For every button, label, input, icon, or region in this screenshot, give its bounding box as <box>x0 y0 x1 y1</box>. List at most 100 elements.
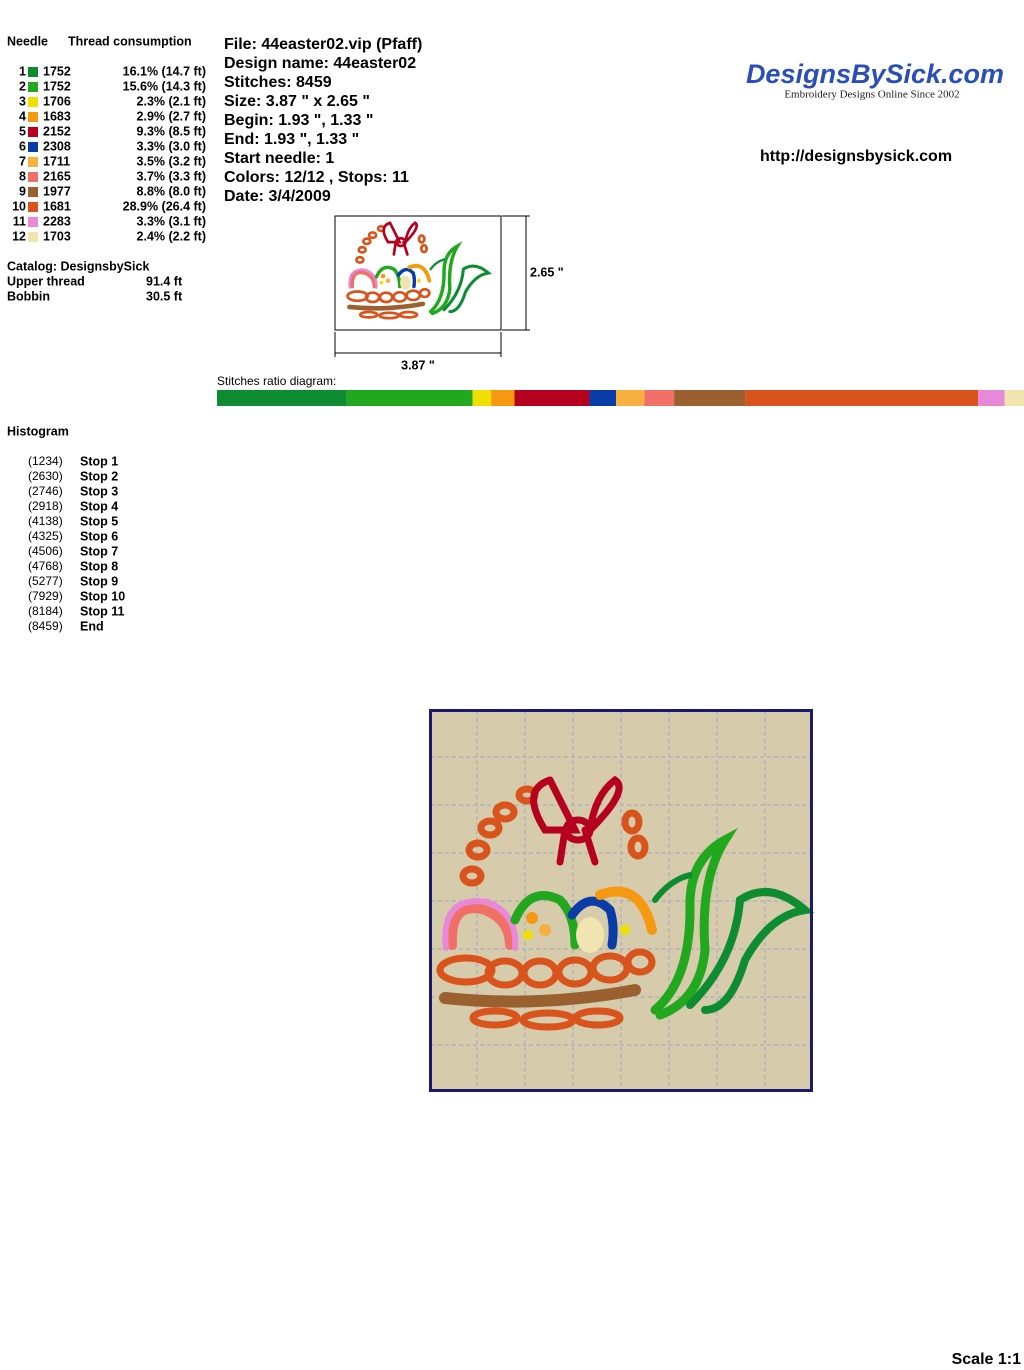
needle-consumption: 8.8% (8.0 ft) <box>137 184 206 198</box>
needle-number: 9 <box>19 184 26 198</box>
needle-table: 1 1752 16.1% (14.7 ft) 2 1752 15.6% (14.3 ft)… <box>12 64 206 243</box>
histogram-label: Stop 5 <box>80 514 118 528</box>
needle-number: 3 <box>19 94 26 108</box>
info-line: Stitches: 8459 <box>224 74 332 91</box>
ratio-segment <box>745 390 979 406</box>
histogram-count: (7929) <box>28 589 63 603</box>
url: http://designsbysick.com <box>760 148 952 165</box>
needle-consumption: 3.3% (3.1 ft) <box>137 214 206 228</box>
needle-swatch <box>28 127 38 137</box>
ratio-segment <box>491 390 515 406</box>
histogram-label: Stop 10 <box>80 589 125 603</box>
info-line: End: 1.93 ", 1.33 " <box>224 131 359 148</box>
needle-consumption: 2.3% (2.1 ft) <box>137 94 206 108</box>
ratio-segment <box>472 390 492 406</box>
needle-consumption: 2.9% (2.7 ft) <box>137 109 206 123</box>
needle-code: 1683 <box>43 109 71 123</box>
histogram-label: Stop 9 <box>80 574 118 588</box>
histogram-label: Stop 2 <box>80 469 118 483</box>
info-line: Colors: 12/12 , Stops: 11 <box>224 169 409 186</box>
needle-number: 7 <box>19 154 26 168</box>
info-line: Date: 3/4/2009 <box>224 188 331 205</box>
needle-number: 10 <box>12 199 26 213</box>
needle-code: 1681 <box>43 199 71 213</box>
needle-code: 2152 <box>43 124 71 138</box>
needle-number: 2 <box>19 79 26 93</box>
needle-consumption: 2.4% (2.2 ft) <box>137 229 206 243</box>
ratio-segment <box>978 390 1005 406</box>
needle-consumption: 3.5% (3.2 ft) <box>137 154 206 168</box>
histogram-count: (8184) <box>28 604 63 618</box>
histogram-count: (4506) <box>28 544 63 558</box>
logo-title: DesignsBySick.com <box>746 59 1004 89</box>
needle-code: 1752 <box>43 79 71 93</box>
histogram-label: Stop 4 <box>80 499 118 513</box>
needle-swatch <box>28 112 38 122</box>
needle-number: 4 <box>19 109 26 123</box>
histogram-label: Stop 1 <box>80 454 118 468</box>
ratio-segment <box>346 390 473 406</box>
catalog: Catalog: DesignsbySick <box>7 259 149 273</box>
histogram-label: Stop 11 <box>80 604 125 618</box>
histogram-label: Stop 6 <box>80 529 118 543</box>
needle-swatch <box>28 172 38 182</box>
info-line: Begin: 1.93 ", 1.33 " <box>224 112 373 129</box>
needle-swatch <box>28 217 38 227</box>
needle-code: 1706 <box>43 94 71 108</box>
ratio-title: Stitches ratio diagram: <box>217 374 336 388</box>
ratio-segment <box>514 390 590 406</box>
design-frame <box>429 709 813 1092</box>
ratio-segment <box>589 390 617 406</box>
needle-header: Needle <box>7 34 48 48</box>
needle-consumption: 28.9% (26.4 ft) <box>123 199 206 213</box>
needle-code: 1703 <box>43 229 71 243</box>
needle-number: 12 <box>12 229 26 243</box>
needle-code: 2283 <box>43 214 71 228</box>
needle-number: 1 <box>19 64 26 78</box>
needle-consumption: 9.3% (8.5 ft) <box>137 124 206 138</box>
histogram-label: Stop 8 <box>80 559 118 573</box>
needle-consumption: 3.7% (3.3 ft) <box>137 169 206 183</box>
ratio-segment <box>217 390 347 406</box>
needle-swatch <box>28 232 38 242</box>
histogram-count: (4325) <box>28 529 63 543</box>
histogram-count: (4138) <box>28 514 63 528</box>
histogram-label: Stop 3 <box>80 484 118 498</box>
histogram-count: (1234) <box>28 454 63 468</box>
needle-swatch <box>28 202 38 212</box>
histogram-count: (2630) <box>28 469 63 483</box>
logo-subtitle: Embroidery Designs Online Since 2002 <box>784 89 959 101</box>
info-line: Size: 3.87 " x 2.65 " <box>224 93 370 110</box>
bobbin-value: 30.5 ft <box>146 289 183 303</box>
needle-swatch <box>28 157 38 167</box>
info-line: File: 44easter02.vip (Pfaff) <box>224 36 422 53</box>
histogram-label: Stop 7 <box>80 544 118 558</box>
histogram-count: (8459) <box>28 619 63 633</box>
histogram-count: (5277) <box>28 574 63 588</box>
needle-code: 1711 <box>43 154 70 168</box>
upper-thread-label: Upper thread <box>7 274 85 288</box>
needle-consumption: 16.1% (14.7 ft) <box>123 64 206 78</box>
thread-header: Thread consumption <box>68 34 192 48</box>
upper-thread-value: 91.4 ft <box>146 274 183 288</box>
needle-code: 2308 <box>43 139 71 153</box>
info-line: Design name: 44easter02 <box>224 55 416 72</box>
design-info: File: 44easter02.vip (Pfaff) Design name:… <box>224 36 422 205</box>
needle-swatch <box>28 82 38 92</box>
needle-swatch <box>28 142 38 152</box>
needle-number: 8 <box>19 169 26 183</box>
needle-number: 11 <box>13 214 26 228</box>
histogram-label: End <box>80 619 104 633</box>
bobbin-label: Bobbin <box>7 289 50 303</box>
needle-swatch <box>28 187 38 197</box>
histogram-count: (2918) <box>28 499 63 513</box>
scale: Scale 1:1 <box>952 1351 1021 1368</box>
ratio-bar <box>217 390 1024 406</box>
preview-height: 2.65 " <box>530 265 564 279</box>
needle-code: 2165 <box>43 169 71 183</box>
histogram-count: (4768) <box>28 559 63 573</box>
ratio-segment <box>674 390 746 406</box>
ratio-segment <box>616 390 645 406</box>
histogram: (1234) Stop 1 (2630) Stop 2 (2746) Stop 3 (291… <box>28 454 125 633</box>
